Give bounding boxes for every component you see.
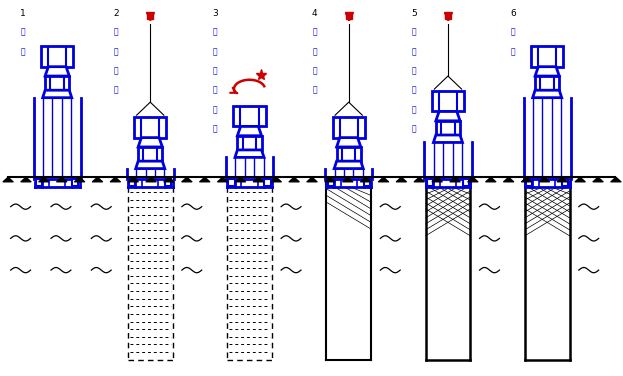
Bar <box>463 179 469 186</box>
Bar <box>229 179 235 186</box>
Text: 压: 压 <box>412 86 416 95</box>
Text: 压: 压 <box>213 47 217 56</box>
Text: 3: 3 <box>212 9 218 18</box>
Polygon shape <box>136 161 164 168</box>
Bar <box>234 106 265 126</box>
Polygon shape <box>43 90 72 98</box>
Bar <box>264 179 270 186</box>
Text: 升: 升 <box>412 124 416 133</box>
Bar <box>433 179 463 187</box>
Bar <box>364 179 370 186</box>
Bar <box>432 91 464 112</box>
Bar <box>333 117 365 138</box>
Polygon shape <box>533 90 562 98</box>
Text: 上: 上 <box>412 105 416 114</box>
Text: 5: 5 <box>411 9 417 18</box>
Bar <box>129 179 135 186</box>
Bar <box>42 179 72 187</box>
Text: 液: 液 <box>114 27 118 36</box>
Text: 坑: 坑 <box>114 86 118 95</box>
Bar <box>532 179 562 187</box>
Bar <box>138 147 163 161</box>
Bar <box>134 117 166 138</box>
Polygon shape <box>434 135 462 143</box>
Text: 1: 1 <box>20 9 26 18</box>
Polygon shape <box>45 67 69 76</box>
Bar <box>235 179 264 187</box>
Polygon shape <box>336 138 361 147</box>
Text: 压: 压 <box>114 47 118 56</box>
Bar <box>436 121 460 135</box>
Polygon shape <box>436 112 460 121</box>
Text: 旋: 旋 <box>213 66 217 75</box>
Text: 液: 液 <box>412 66 416 75</box>
Polygon shape <box>235 150 264 158</box>
Polygon shape <box>138 138 163 147</box>
Text: 下: 下 <box>312 66 317 75</box>
Bar <box>562 179 568 186</box>
Bar <box>535 76 559 90</box>
Text: 孔: 孔 <box>312 47 317 56</box>
Bar <box>531 46 563 67</box>
Text: 孔: 孔 <box>412 47 416 56</box>
Bar <box>72 179 78 186</box>
Bar <box>165 179 171 186</box>
Bar <box>427 179 433 186</box>
Bar <box>328 179 334 186</box>
Text: 量: 量 <box>312 27 317 36</box>
Bar <box>45 76 69 90</box>
Text: 下: 下 <box>213 105 217 114</box>
Text: 完: 完 <box>511 27 515 36</box>
Text: 量: 量 <box>412 27 416 36</box>
Bar <box>41 46 74 67</box>
Bar <box>336 147 361 161</box>
Polygon shape <box>237 126 262 136</box>
Text: 坑: 坑 <box>312 86 317 95</box>
Text: 4: 4 <box>312 9 317 18</box>
Text: 定: 定 <box>21 27 26 36</box>
Text: 升: 升 <box>213 124 217 133</box>
Bar <box>135 179 165 187</box>
Text: 成: 成 <box>511 47 515 56</box>
Bar <box>526 179 532 186</box>
Bar <box>237 136 262 150</box>
Text: 2: 2 <box>113 9 119 18</box>
Text: 下: 下 <box>114 66 118 75</box>
Text: 液: 液 <box>213 27 217 36</box>
Text: 6: 6 <box>510 9 516 18</box>
Polygon shape <box>535 67 559 76</box>
Text: 位: 位 <box>21 47 26 56</box>
Bar <box>334 179 364 187</box>
Bar <box>36 179 42 186</box>
Text: 转: 转 <box>213 86 217 95</box>
Polygon shape <box>334 161 363 168</box>
